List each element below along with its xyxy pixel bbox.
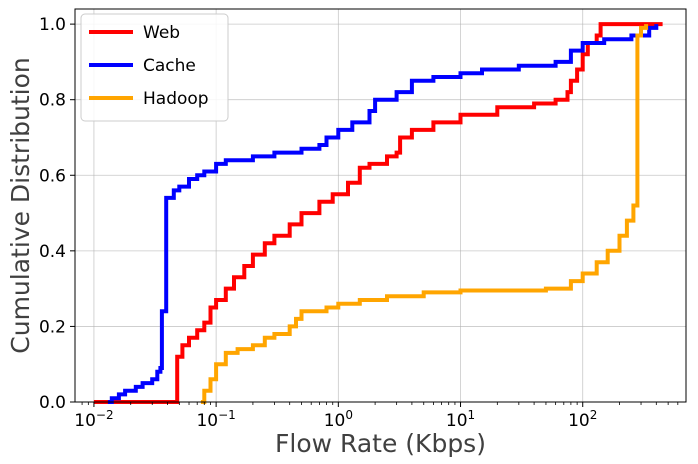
x-tick-label: 100	[324, 408, 353, 431]
series-line-cache	[107, 24, 659, 404]
x-axis-title: Flow Rate (Kbps)	[275, 429, 486, 458]
y-tick-label: 0.2	[39, 317, 66, 337]
plot-frame	[74, 8, 687, 403]
legend-box	[80, 13, 229, 122]
x-tick-label: 102	[568, 408, 597, 431]
series-line-hadoop	[200, 24, 649, 404]
x-tick-label: 101	[446, 408, 475, 431]
y-tick-label: 1.0	[39, 15, 66, 35]
series-line-web	[93, 22, 663, 404]
legend-label-cache: Cache	[143, 56, 196, 76]
x-tick-label: 10−1	[196, 408, 235, 431]
legend-label-web: Web	[143, 23, 180, 43]
legend-label-hadoop: Hadoop	[143, 89, 209, 109]
legend: Web Cache Hadoop	[80, 13, 229, 122]
y-axis-title: Cumulative Distribution	[6, 57, 35, 353]
axis-ticks: 10−2 10−1 100 101 102 0.0 0.2 0.4 0.6 0.8 1.0	[39, 15, 679, 431]
x-tick-label: 10−2	[74, 408, 113, 431]
plot-lines	[93, 22, 663, 404]
y-tick-label: 0.4	[39, 242, 66, 262]
y-tick-label: 0.0	[39, 393, 66, 413]
y-tick-label: 0.6	[39, 166, 66, 186]
y-tick-label: 0.8	[39, 91, 66, 111]
